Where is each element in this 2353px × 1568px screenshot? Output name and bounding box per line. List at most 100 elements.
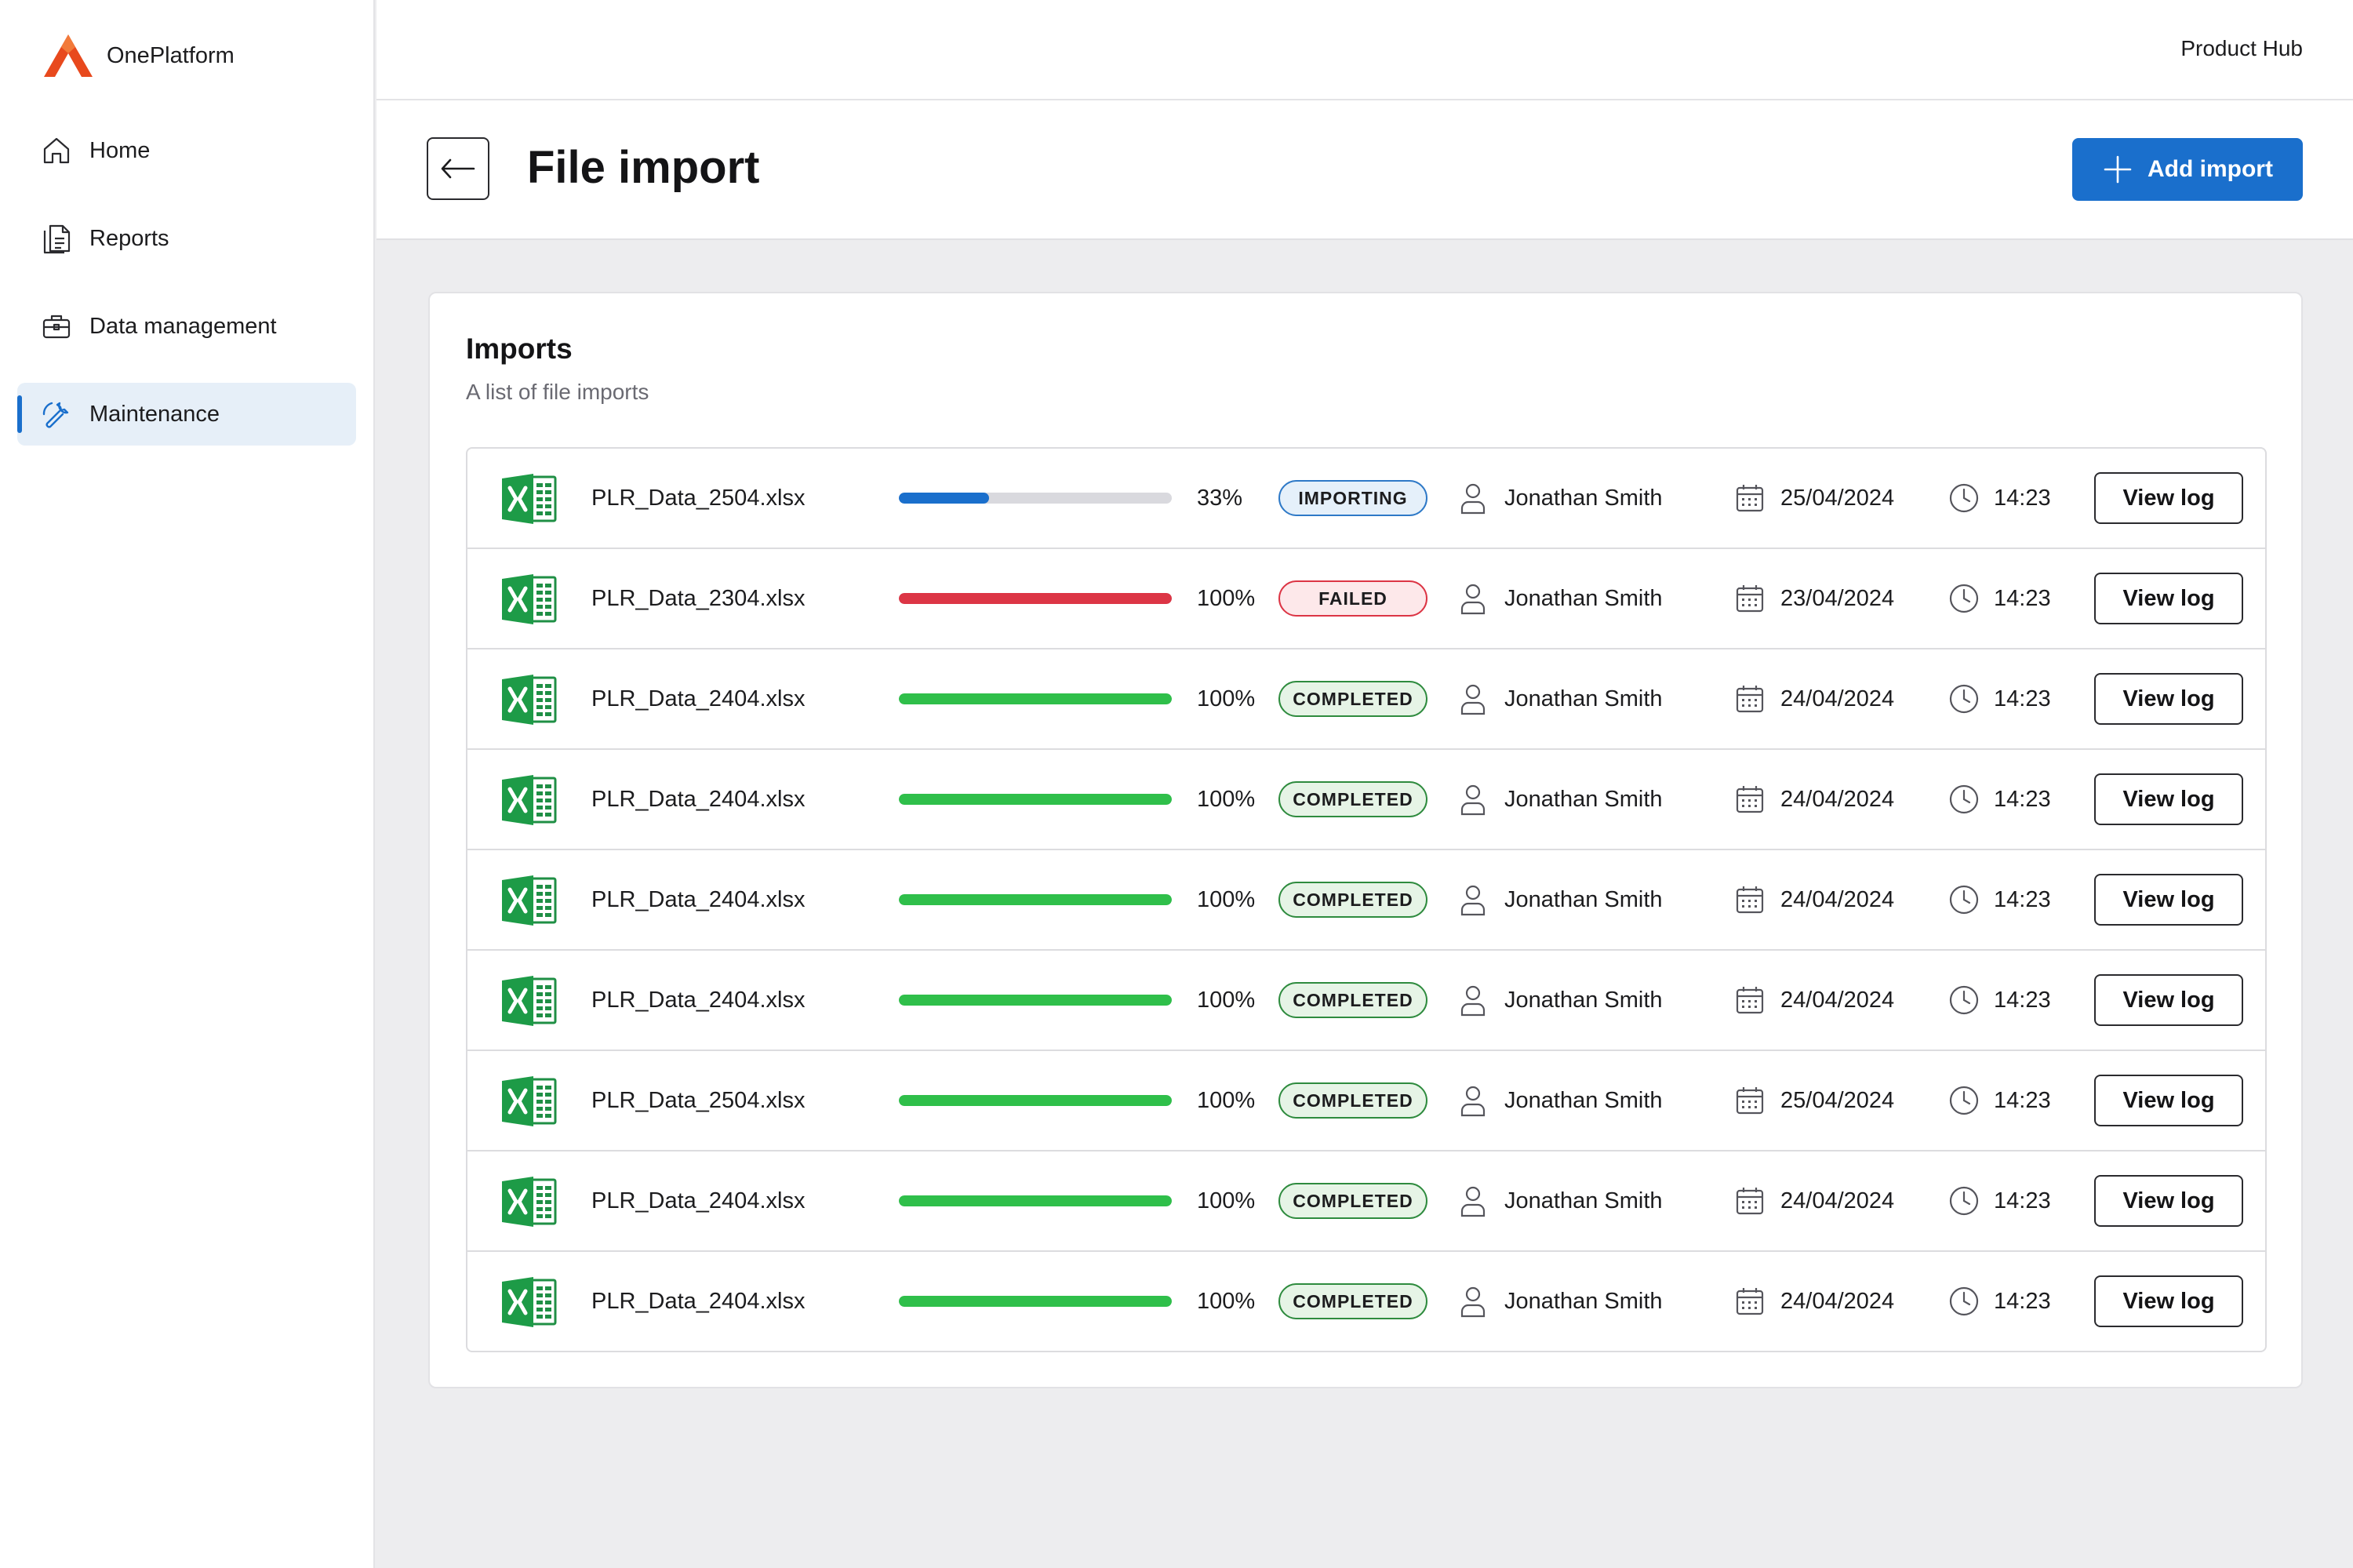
progress-bar bbox=[899, 693, 1172, 704]
import-time: 14:23 bbox=[1994, 485, 2051, 511]
status-badge: COMPLETED bbox=[1278, 1082, 1427, 1119]
progress-bar bbox=[899, 894, 1172, 905]
sidebar: OnePlatform Home Reports Data management… bbox=[0, 0, 375, 1568]
imported-by: Jonathan Smith bbox=[1504, 686, 1663, 711]
progress-percent: 100% bbox=[1197, 886, 1256, 912]
file-name: PLR_Data_2404.xlsx bbox=[591, 786, 806, 812]
import-time: 14:23 bbox=[1994, 786, 2051, 812]
imported-by: Jonathan Smith bbox=[1504, 1188, 1663, 1213]
view-log-button[interactable]: View log bbox=[2094, 1175, 2243, 1227]
user-icon bbox=[1459, 783, 1487, 816]
add-import-button[interactable]: Add import bbox=[2072, 138, 2303, 201]
view-log-button[interactable]: View log bbox=[2094, 974, 2243, 1026]
file-name: PLR_Data_2404.xlsx bbox=[591, 987, 806, 1013]
clock-icon bbox=[1948, 683, 1980, 715]
imported-by: Jonathan Smith bbox=[1504, 585, 1663, 611]
import-time: 14:23 bbox=[1994, 1188, 2051, 1213]
import-date: 25/04/2024 bbox=[1780, 485, 1895, 511]
sidebar-item-label: Reports bbox=[89, 225, 169, 251]
calendar-icon bbox=[1735, 1286, 1765, 1316]
progress-fill bbox=[899, 1296, 1172, 1307]
table-row: PLR_Data_2404.xlsx 100% COMPLETED Jonathan … bbox=[467, 750, 2265, 850]
import-date: 24/04/2024 bbox=[1780, 1188, 1895, 1213]
excel-file-icon bbox=[500, 671, 558, 728]
imported-by: Jonathan Smith bbox=[1504, 786, 1663, 812]
clock-icon bbox=[1948, 1185, 1980, 1217]
import-date: 24/04/2024 bbox=[1780, 886, 1895, 912]
imports-subtitle: A list of file imports bbox=[466, 380, 649, 404]
status-badge: COMPLETED bbox=[1278, 1183, 1427, 1219]
excel-file-icon bbox=[500, 1173, 558, 1230]
import-date: 24/04/2024 bbox=[1780, 686, 1895, 711]
user-icon bbox=[1459, 883, 1487, 916]
status-badge: COMPLETED bbox=[1278, 781, 1427, 817]
import-date: 24/04/2024 bbox=[1780, 987, 1895, 1013]
clock-icon bbox=[1948, 583, 1980, 614]
calendar-icon bbox=[1735, 684, 1765, 714]
imported-by: Jonathan Smith bbox=[1504, 886, 1663, 912]
sidebar-nav: Home Reports Data management Maintenance bbox=[17, 119, 356, 471]
user-icon bbox=[1459, 482, 1487, 515]
imports-card: Imports A list of file imports PLR_Data_… bbox=[428, 292, 2303, 1388]
clock-icon bbox=[1948, 1085, 1980, 1116]
progress-percent: 100% bbox=[1197, 1087, 1256, 1113]
sidebar-item-reports[interactable]: Reports bbox=[17, 207, 356, 270]
import-date: 25/04/2024 bbox=[1780, 1087, 1895, 1113]
brand[interactable]: OnePlatform bbox=[42, 33, 235, 78]
top-bar: Product Hub bbox=[376, 0, 2353, 100]
import-time: 14:23 bbox=[1994, 987, 2051, 1013]
sidebar-item-label: Data management bbox=[89, 313, 277, 339]
import-date: 24/04/2024 bbox=[1780, 1288, 1895, 1314]
file-name: PLR_Data_2404.xlsx bbox=[591, 1288, 806, 1314]
calendar-icon bbox=[1735, 584, 1765, 613]
progress-fill bbox=[899, 794, 1172, 805]
progress-percent: 100% bbox=[1197, 1188, 1256, 1213]
product-hub-link[interactable]: Product Hub bbox=[2180, 36, 2303, 60]
back-button[interactable] bbox=[427, 137, 489, 200]
brand-name: OnePlatform bbox=[107, 42, 235, 68]
progress-percent: 33% bbox=[1197, 485, 1243, 511]
imported-by: Jonathan Smith bbox=[1504, 1087, 1663, 1113]
calendar-icon bbox=[1735, 985, 1765, 1015]
excel-file-icon bbox=[500, 872, 558, 929]
progress-percent: 100% bbox=[1197, 585, 1256, 611]
file-name: PLR_Data_2504.xlsx bbox=[591, 485, 806, 511]
view-log-button[interactable]: View log bbox=[2094, 874, 2243, 926]
progress-fill bbox=[899, 1095, 1172, 1106]
file-name: PLR_Data_2404.xlsx bbox=[591, 1188, 806, 1213]
excel-file-icon bbox=[500, 571, 558, 628]
sidebar-item-label: Maintenance bbox=[89, 401, 220, 427]
calendar-icon bbox=[1735, 784, 1765, 814]
user-icon bbox=[1459, 682, 1487, 715]
calendar-icon bbox=[1735, 1086, 1765, 1115]
sidebar-item-maintenance[interactable]: Maintenance bbox=[17, 383, 356, 446]
view-log-button[interactable]: View log bbox=[2094, 673, 2243, 725]
table-row: PLR_Data_2404.xlsx 100% COMPLETED Jonathan … bbox=[467, 850, 2265, 951]
table-row: PLR_Data_2404.xlsx 100% COMPLETED Jonathan … bbox=[467, 649, 2265, 750]
clock-icon bbox=[1948, 784, 1980, 815]
import-date: 24/04/2024 bbox=[1780, 786, 1895, 812]
clock-icon bbox=[1948, 984, 1980, 1016]
table-row: PLR_Data_2504.xlsx 33% IMPORTING Jonathan S… bbox=[467, 449, 2265, 549]
reports-icon bbox=[39, 221, 74, 256]
view-log-button[interactable]: View log bbox=[2094, 1075, 2243, 1126]
view-log-button[interactable]: View log bbox=[2094, 472, 2243, 524]
import-time: 14:23 bbox=[1994, 1087, 2051, 1113]
add-import-label: Add import bbox=[2148, 156, 2273, 182]
home-icon bbox=[39, 133, 74, 168]
progress-bar bbox=[899, 493, 1172, 504]
view-log-button[interactable]: View log bbox=[2094, 573, 2243, 624]
view-log-button[interactable]: View log bbox=[2094, 1275, 2243, 1327]
view-log-button[interactable]: View log bbox=[2094, 773, 2243, 825]
progress-bar bbox=[899, 1095, 1172, 1106]
sidebar-item-home[interactable]: Home bbox=[17, 119, 356, 182]
imported-by: Jonathan Smith bbox=[1504, 987, 1663, 1013]
excel-file-icon bbox=[500, 973, 558, 1029]
file-name: PLR_Data_2304.xlsx bbox=[591, 585, 806, 611]
progress-percent: 100% bbox=[1197, 686, 1256, 711]
progress-bar bbox=[899, 995, 1172, 1006]
status-badge: COMPLETED bbox=[1278, 681, 1427, 717]
table-row: PLR_Data_2504.xlsx 100% COMPLETED Jonathan … bbox=[467, 1051, 2265, 1151]
status-badge: FAILED bbox=[1278, 580, 1427, 617]
sidebar-item-data-management[interactable]: Data management bbox=[17, 295, 356, 358]
